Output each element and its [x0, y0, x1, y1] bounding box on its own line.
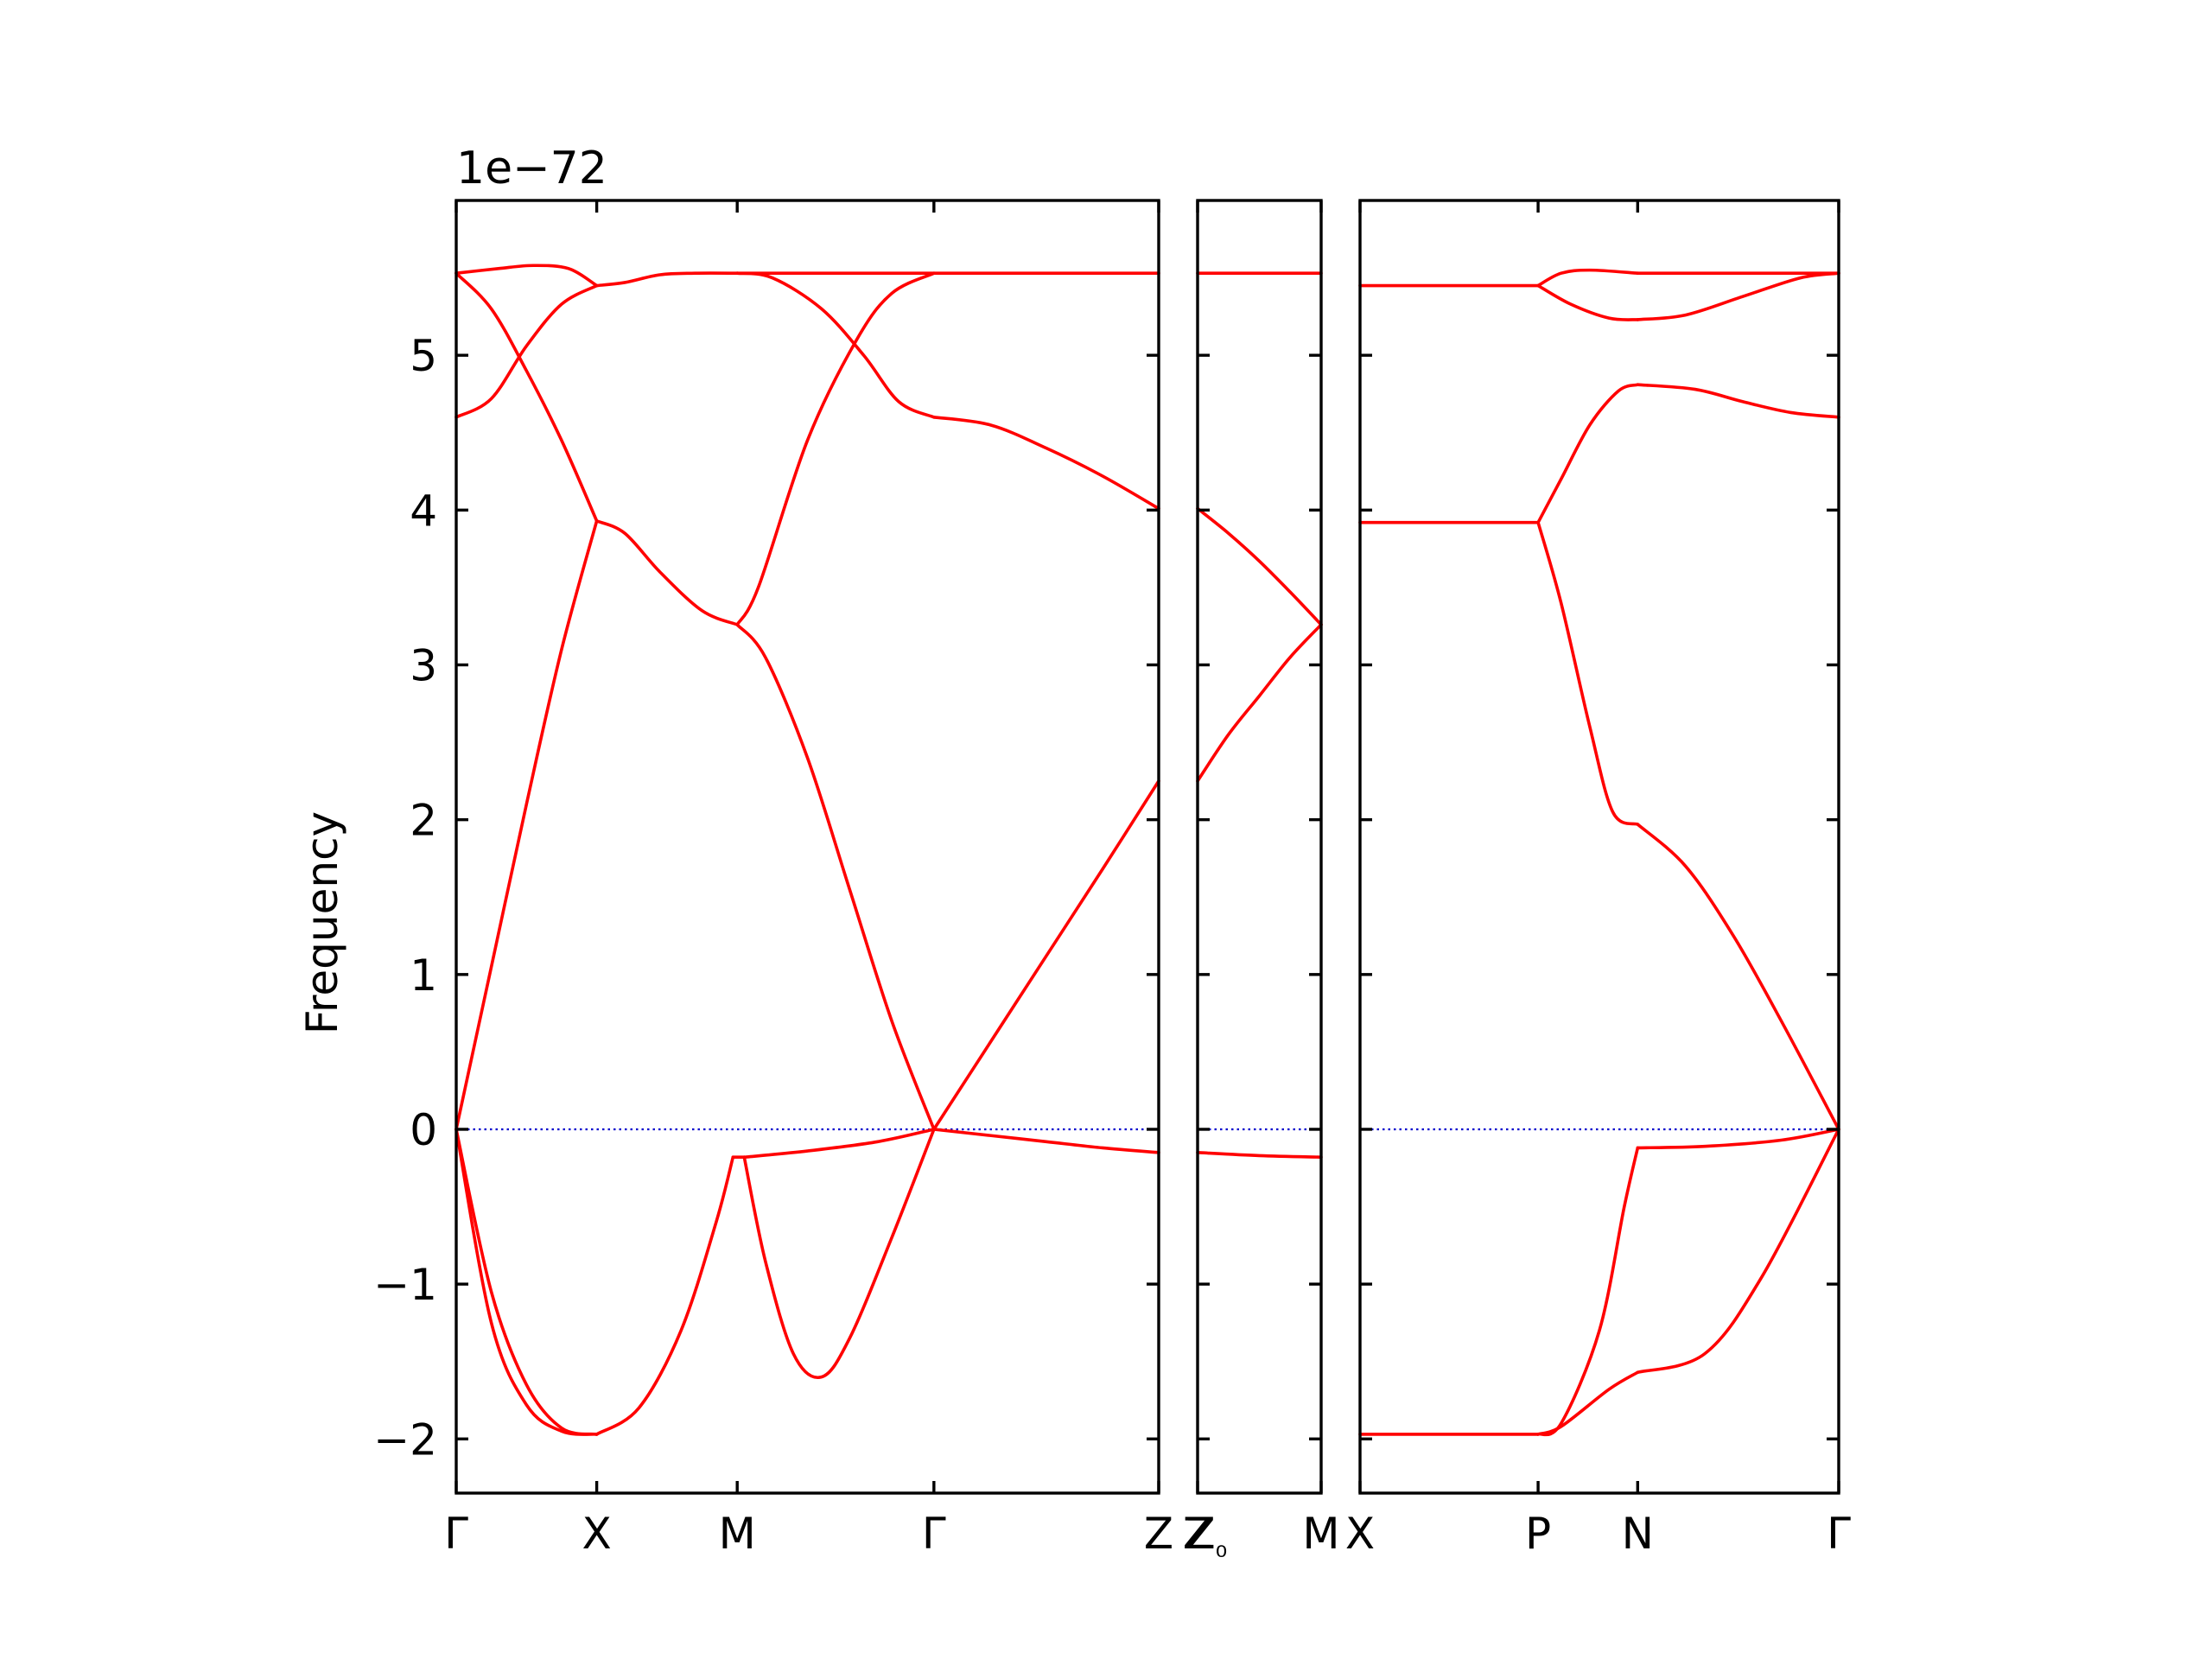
panel-2-band-1 [1196, 506, 1323, 626]
panel-1-xtick-label-1: X [582, 1509, 611, 1559]
panel-1-band-1 [454, 519, 599, 1131]
panel-1-xtick-label-3: Γ [922, 1509, 946, 1559]
panel-1-band-13 [932, 779, 1160, 1131]
panel-2-xtick-label-0: Z [1183, 1509, 1212, 1559]
panel-2-extra-tick-subscript-0: ₀ [1216, 1530, 1228, 1565]
ytick-label-3: 1 [410, 950, 437, 1001]
panel-3-xtick-label-1: P [1525, 1509, 1551, 1559]
panel-3-band-8 [1636, 383, 1840, 419]
panel-3-frame [1358, 199, 1840, 1495]
panel-1-band-17 [594, 1155, 735, 1436]
panel-1-band-8 [735, 271, 936, 626]
panel-3-band-3 [1536, 283, 1640, 321]
panel-3-band-2 [1536, 268, 1640, 288]
panel-1-band-20 [742, 1128, 936, 1160]
panel-1-band-14 [932, 1128, 1160, 1154]
panel-3-band-5 [1636, 271, 1840, 321]
panel-1-xtick-label-0: Γ [444, 1509, 468, 1559]
axis-ticks [454, 200, 1840, 1493]
ytick-label-6: 4 [410, 486, 437, 536]
panel-3-band-9 [1536, 520, 1640, 826]
panel-3-xtick-label-2: N [1622, 1509, 1654, 1559]
panel-1-band-6 [594, 519, 739, 626]
panel-1-band-11 [932, 416, 1160, 511]
panel-1-xtick-label-2: M [719, 1509, 756, 1559]
panel-3-band-13 [1536, 1370, 1640, 1436]
panel-1-band-7 [735, 623, 936, 1131]
panel-1-band-2 [454, 271, 599, 523]
panel-2-band-2 [1196, 623, 1323, 783]
ytick-label-0: −2 [373, 1414, 437, 1465]
ytick-label-4: 2 [410, 796, 437, 846]
ytick-label-2: 0 [410, 1105, 437, 1155]
ytick-label-5: 3 [410, 640, 437, 690]
panel-2-xtick-label-1: M [1302, 1509, 1339, 1559]
panel-1-band-5 [594, 271, 739, 288]
panel-1-band-4 [454, 264, 599, 288]
panel-1-band-15 [454, 1128, 599, 1436]
ytick-label-1: −1 [373, 1260, 437, 1310]
band-lines [454, 264, 1840, 1437]
panel-3-band-12 [1536, 1146, 1640, 1437]
panel-3-band-10 [1636, 823, 1840, 1131]
panel-1-band-18 [742, 1128, 936, 1380]
y-offset-label: 1e−72 [456, 143, 607, 194]
panel-1-band-3 [454, 283, 599, 419]
panel-2-frame [1196, 199, 1323, 1495]
panel-2-extra-tick-label-0: Z₀ [1185, 1509, 1227, 1565]
panel-3-xtick-label-0: X [1345, 1509, 1375, 1559]
ytick-label-7: 5 [410, 331, 437, 381]
panel-3-band-7 [1536, 383, 1640, 524]
panel-2-band-4 [1196, 1151, 1323, 1160]
panel-1-band-16 [454, 1128, 599, 1436]
panel-3-band-14 [1636, 1128, 1840, 1375]
panel-frames [454, 199, 1840, 1495]
panel-1-frame [454, 199, 1160, 1495]
panel-3-band-15 [1636, 1128, 1840, 1150]
panel-1-xtick-label-4: Z [1144, 1509, 1173, 1559]
y-axis-label: Frequency [297, 811, 347, 1034]
panel-1-band-9 [735, 271, 936, 419]
panel-3-xtick-label-3: Γ [1827, 1509, 1851, 1559]
